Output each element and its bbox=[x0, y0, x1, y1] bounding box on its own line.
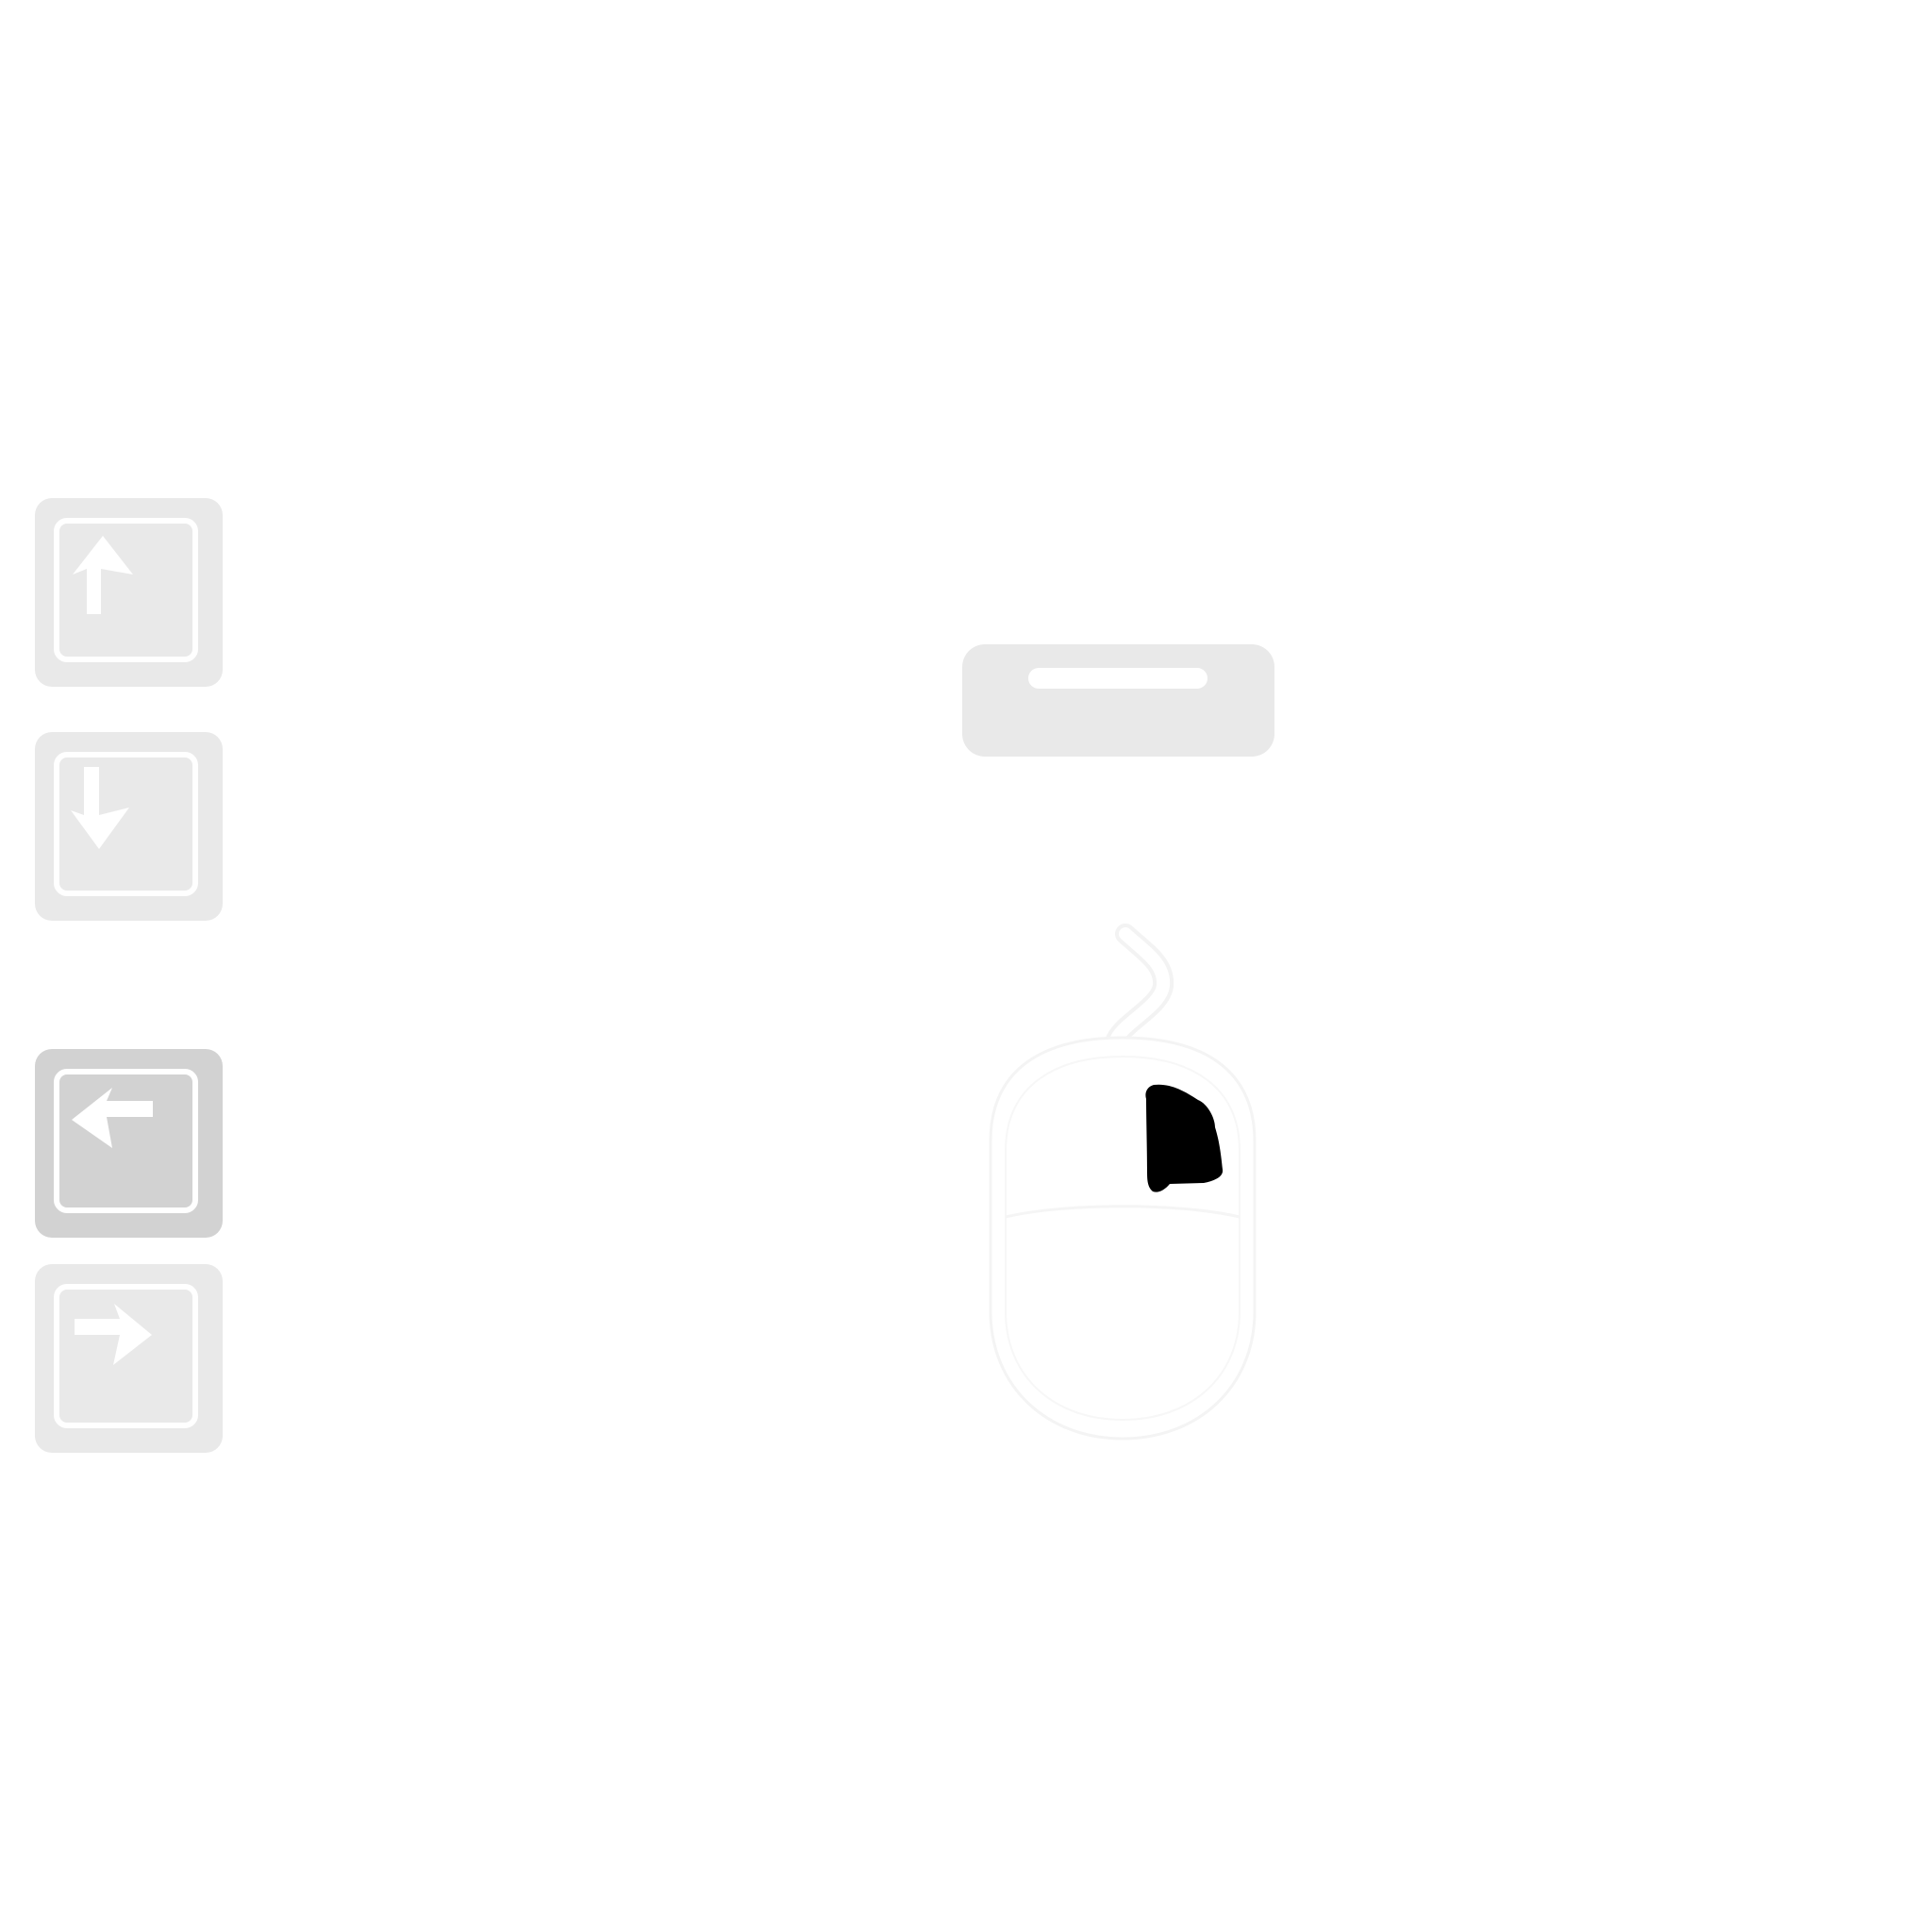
arrow-left-icon bbox=[72, 1088, 153, 1148]
mouse-icon[interactable] bbox=[972, 915, 1274, 1453]
left-arrow-key[interactable] bbox=[35, 1049, 223, 1238]
key-face bbox=[54, 752, 198, 896]
key-face bbox=[54, 1284, 198, 1428]
right-arrow-key[interactable] bbox=[35, 1264, 223, 1453]
arrow-down-icon bbox=[71, 767, 129, 849]
space-bar-icon bbox=[1028, 668, 1208, 689]
arrow-up-icon bbox=[73, 536, 133, 614]
mouse-button-divider bbox=[1005, 1205, 1241, 1219]
up-arrow-key[interactable] bbox=[35, 498, 223, 687]
key-face bbox=[54, 518, 198, 662]
space-bar-key[interactable] bbox=[962, 644, 1274, 757]
key-face bbox=[54, 1069, 198, 1213]
down-arrow-key[interactable] bbox=[35, 732, 223, 921]
arrow-right-icon bbox=[75, 1304, 152, 1365]
mouse-right-button-highlight bbox=[1145, 1084, 1224, 1192]
